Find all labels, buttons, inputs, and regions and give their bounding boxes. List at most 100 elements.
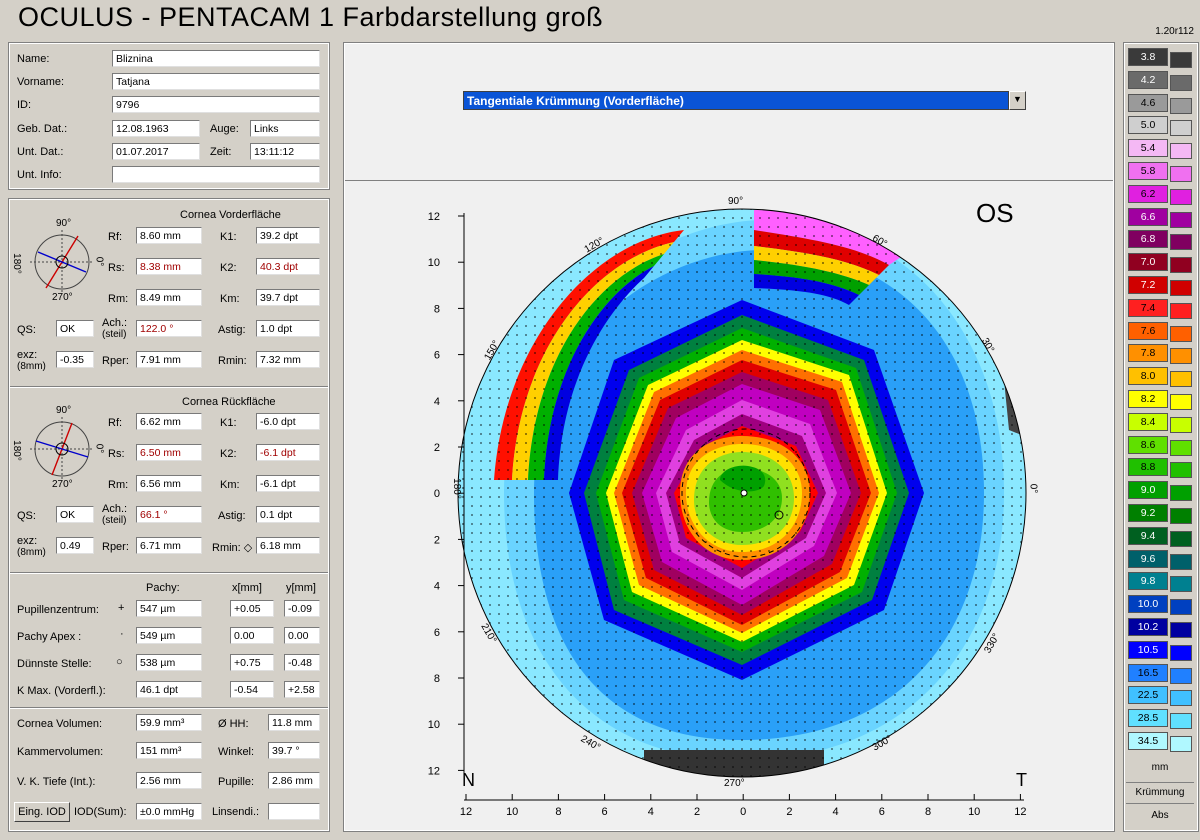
pupil-center-marker — [740, 489, 748, 497]
scale-value: 4.6 — [1128, 93, 1168, 112]
front-ach-label: Ach.: — [102, 317, 128, 329]
scale-value: 5.0 — [1128, 116, 1168, 135]
scale-value: 8.6 — [1128, 435, 1168, 454]
back-k1: -6.0 dpt — [256, 413, 320, 430]
scale-swatch — [1170, 143, 1192, 160]
kammervolumen-label: Kammervolumen: — [17, 746, 104, 758]
scale-value: 7.8 — [1128, 344, 1168, 363]
pachy-row-label: Pachy Apex : — [17, 631, 82, 643]
back-rf: 6.62 mm — [136, 413, 202, 430]
front-exz: -0.35 — [56, 351, 94, 368]
front-deg270: 270° — [52, 292, 73, 303]
y-tick-label: 8 — [434, 303, 440, 315]
scale-value: 9.4 — [1128, 526, 1168, 545]
scale-swatch — [1170, 576, 1192, 593]
eing-iod-button[interactable]: Eing. IOD — [14, 802, 70, 822]
scale-swatch — [1170, 211, 1192, 228]
scale-swatch — [1170, 280, 1192, 296]
id-field[interactable]: 9796 — [112, 96, 320, 113]
scale-value: 8.0 — [1128, 367, 1168, 386]
unt-field[interactable]: 01.07.2017 — [112, 143, 200, 160]
back-title: Cornea Rückfläche — [182, 396, 276, 408]
x-ticks: 12 10 8 6 4 2 0 2 4 6 8 10 12 — [460, 794, 1027, 818]
map-type-dropdown[interactable]: Tangentiale Krümmung (Vorderfläche) — [463, 91, 1009, 110]
angle-label: 270° — [724, 778, 745, 789]
pachy-row-value: 46.1 dpt — [136, 681, 202, 698]
auge-label: Auge: — [210, 123, 239, 135]
back-k2: -6.1 dpt — [256, 444, 320, 461]
iod-value[interactable]: ±0.0 mmHg — [136, 803, 202, 820]
y-tick-label: 12 — [428, 211, 440, 223]
scale-value: 5.4 — [1128, 139, 1168, 158]
scale-value: 7.2 — [1128, 276, 1168, 294]
zeit-field[interactable]: 13:11:12 — [250, 143, 320, 160]
front-rs-label: Rs: — [108, 262, 125, 274]
scale-swatch — [1170, 713, 1192, 730]
front-astig-label: Astig: — [218, 324, 246, 336]
scale-swatch — [1170, 52, 1192, 68]
back-deg180: 180° — [10, 440, 22, 461]
pachy-row-label: Pupillenzentrum: — [17, 604, 99, 616]
x-tick-label: 8 — [925, 806, 931, 818]
front-exz-sub: (8mm) — [17, 361, 46, 372]
scale-value: 7.0 — [1128, 253, 1168, 272]
scale-abs[interactable]: Abs — [1151, 810, 1169, 821]
front-k2: 40.3 dpt — [256, 258, 320, 275]
front-deg90: 90° — [56, 218, 72, 229]
x-tick-label: 0 — [740, 806, 746, 818]
back-deg0: 0° — [93, 443, 105, 454]
scale-swatch — [1170, 257, 1192, 274]
front-deg0: 0° — [93, 256, 105, 267]
auge-field[interactable]: Links — [250, 120, 320, 137]
x-tick-label: 2 — [786, 806, 792, 818]
back-rs: 6.50 mm — [136, 444, 202, 461]
chevron-down-icon[interactable]: ▼ — [1009, 91, 1026, 110]
separator — [1126, 782, 1194, 783]
linsendi-value — [268, 803, 320, 820]
back-rmin-label: Rmin: ◇ — [212, 542, 253, 554]
cornea-volume: 59.9 mm³ — [136, 714, 202, 731]
eye-label: OS — [976, 198, 1014, 228]
scale-swatch — [1170, 736, 1192, 752]
back-rmin: 6.18 mm — [256, 537, 320, 554]
version-label: 1.20r112 — [1155, 26, 1194, 37]
scale-value: 22.5 — [1128, 686, 1168, 705]
info-field[interactable] — [112, 166, 320, 183]
angle-label: 0° — [1027, 483, 1039, 494]
x-tick-label: 4 — [833, 806, 839, 818]
geb-field[interactable]: 12.08.1963 — [112, 120, 200, 137]
front-title: Cornea Vorderfläche — [180, 209, 281, 221]
scale-swatch — [1170, 325, 1192, 342]
name-label: Name: — [17, 53, 50, 65]
geb-label: Geb. Dat.: — [17, 123, 68, 135]
scale-mode[interactable]: Krümmung — [1135, 787, 1185, 798]
pachy-row-value: 547 µm — [136, 600, 202, 617]
scale-swatch — [1170, 120, 1192, 137]
vorname-field[interactable]: Tatjana — [112, 73, 320, 90]
front-rmin-label: Rmin: — [218, 355, 247, 367]
back-rs-label: Rs: — [108, 448, 125, 460]
scale-value: 9.6 — [1128, 549, 1168, 568]
back-exz: 0.49 — [56, 537, 94, 554]
vorname-label: Vorname: — [17, 76, 65, 88]
name-field[interactable]: Bliznina — [112, 50, 320, 67]
pupille-label: Pupille: — [218, 776, 255, 788]
data-panel: Cornea Vorderfläche 90° 0° 180° 270° Rf:… — [8, 198, 330, 832]
scale-value: 28.5 — [1128, 709, 1168, 728]
front-k1: 39.2 dpt — [256, 227, 320, 244]
back-ach-sub: (steil) — [102, 515, 127, 526]
pupil-outline — [681, 428, 811, 558]
pachy-row-x: 0.00 — [230, 627, 274, 644]
winkel-label: Winkel: — [218, 746, 255, 758]
scale-value: 7.6 — [1128, 321, 1168, 340]
back-k1-label: K1: — [220, 417, 237, 429]
front-rmin: 7.32 mm — [256, 351, 320, 368]
x-col-header: x[mm] — [232, 582, 262, 594]
scale-swatch — [1170, 439, 1192, 456]
back-deg270: 270° — [52, 479, 73, 490]
scale-unit: mm — [1151, 762, 1169, 773]
y-tick-label: 10 — [428, 257, 440, 269]
pachy-col-header: Pachy: — [146, 582, 180, 594]
pachy-row-symbol: + — [118, 602, 125, 614]
scale-value: 10.0 — [1128, 595, 1168, 614]
